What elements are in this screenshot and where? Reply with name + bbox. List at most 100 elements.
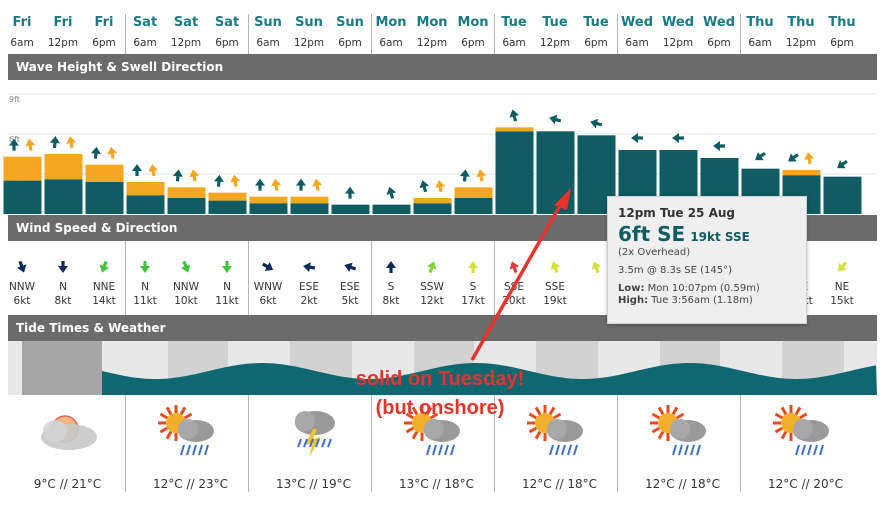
swell-direction-icon (9, 138, 19, 151)
secondary-swell-bar[interactable] (290, 196, 329, 204)
wind-arrow-icon (509, 261, 520, 274)
column-time-label: 6pm (92, 37, 116, 49)
swell-direction-icon (435, 180, 446, 193)
secondary-swell-bar[interactable] (167, 187, 206, 198)
secondary-swell-bar[interactable] (3, 156, 42, 181)
swell-direction-icon (132, 164, 142, 176)
swell-direction-icon (419, 180, 430, 193)
wind-direction-label: S (387, 281, 395, 293)
column-time-label: 6pm (830, 37, 854, 49)
weather-row: 9°C // 21°C 12°C // 23°C 13°C // 19°C 13°C … (0, 395, 885, 507)
wind-speed-label: 12kt (420, 295, 444, 307)
column-time-label: 12pm (662, 37, 694, 49)
wind-speed-label: 8kt (382, 295, 400, 307)
primary-swell-bar[interactable] (290, 203, 329, 214)
primary-swell-bar[interactable] (331, 204, 370, 214)
tooltip-swell: 3.5m @ 8.3s SE (145°) (618, 265, 733, 276)
wind-speed-label: 8kt (54, 295, 72, 307)
secondary-swell-bar[interactable] (249, 196, 288, 204)
wind-direction-label: ESE (299, 281, 319, 293)
wind-arrow-icon (838, 261, 848, 272)
primary-swell-bar[interactable] (85, 182, 124, 214)
wind-arrow-icon (58, 261, 68, 273)
day-divider (740, 14, 741, 54)
secondary-swell-bar[interactable] (44, 154, 83, 180)
primary-swell-bar[interactable] (208, 200, 247, 214)
column-time-label: 12pm (293, 37, 325, 49)
wind-arrow-icon (262, 262, 274, 271)
primary-swell-bar[interactable] (372, 204, 411, 214)
column-day-label: Sun (254, 15, 282, 30)
day-divider (371, 241, 372, 315)
column-time-label: 12pm (785, 37, 817, 49)
hazy-sun-icon (40, 415, 97, 450)
column-time-label: 6am (502, 37, 526, 49)
column-time-label: 12pm (539, 37, 571, 49)
day-divider (740, 395, 741, 492)
column-day-label: Thu (746, 15, 774, 30)
column-day-label: Tue (583, 15, 609, 30)
day-divider (248, 241, 249, 315)
temperature-label: 9°C // 21°C (33, 477, 102, 491)
wind-direction-label: N (223, 281, 231, 293)
secondary-swell-bar[interactable] (495, 127, 534, 132)
primary-swell-bar[interactable] (167, 198, 206, 214)
primary-swell-bar[interactable] (413, 203, 452, 214)
wind-speed-label: 17kt (461, 295, 485, 307)
column-day-label: Sat (173, 15, 199, 30)
wind-direction-label: ESE (340, 281, 360, 293)
swell-direction-icon (672, 133, 684, 143)
swell-direction-icon (590, 118, 603, 129)
wind-speed-label: 5kt (341, 295, 359, 307)
primary-swell-bar[interactable] (454, 198, 493, 214)
secondary-swell-bar[interactable] (85, 164, 124, 182)
column-day-label: Fri (53, 15, 73, 30)
primary-swell-bar[interactable] (3, 180, 42, 214)
night-shade (22, 341, 102, 395)
wind-arrow-icon (468, 261, 478, 273)
temperature-label: 12°C // 18°C (521, 477, 597, 491)
day-divider (371, 395, 372, 492)
wind-direction-label: S (469, 281, 477, 293)
swell-direction-icon (631, 133, 643, 143)
wind-speed-label: 2kt (300, 295, 318, 307)
column-time-label: 6pm (215, 37, 239, 49)
primary-swell-bar[interactable] (536, 131, 575, 214)
wind-speed-label: 11kt (133, 295, 157, 307)
primary-swell-bar[interactable] (495, 131, 534, 214)
tooltip-time: 12pm Tue 25 Aug (618, 206, 735, 220)
secondary-swell-bar[interactable] (782, 170, 821, 176)
tooltip-overhead: (2x Overhead) (618, 247, 691, 258)
swell-direction-icon (459, 169, 470, 182)
secondary-swell-bar[interactable] (126, 182, 165, 196)
primary-swell-bar[interactable] (126, 195, 165, 214)
primary-swell-bar[interactable] (823, 176, 862, 214)
primary-swell-bar[interactable] (44, 179, 83, 214)
tide-wave (102, 363, 877, 395)
temperature-label: 13°C // 19°C (275, 477, 351, 491)
wind-direction-label: NNW (172, 281, 200, 293)
y-tick-label: 9ft (9, 95, 20, 104)
secondary-swell-bar[interactable] (454, 187, 493, 198)
swell-direction-icon (345, 186, 355, 199)
wind-direction-label: SSE (545, 281, 565, 293)
column-day-label: Wed (621, 15, 653, 30)
primary-swell-bar[interactable] (249, 203, 288, 214)
swell-direction-icon (213, 174, 224, 187)
annotation-line1: solid on Tuesday! (355, 368, 525, 390)
wind-arrow-icon (426, 261, 437, 274)
column-day-label: Tue (542, 15, 568, 30)
day-divider (248, 14, 249, 54)
secondary-swell-bar[interactable] (413, 198, 452, 204)
column-day-label: Tue (501, 15, 527, 30)
day-divider (125, 395, 126, 492)
wind-speed-label: 6kt (13, 295, 31, 307)
column-time-label: 6am (379, 37, 403, 49)
day-divider (617, 14, 618, 54)
swell-direction-icon (713, 141, 725, 151)
swell-direction-icon (66, 136, 77, 149)
column-time-label: 6am (133, 37, 157, 49)
secondary-swell-bar[interactable] (208, 192, 247, 201)
column-time-label: 6pm (707, 37, 731, 49)
column-time-label: 12pm (416, 37, 448, 49)
